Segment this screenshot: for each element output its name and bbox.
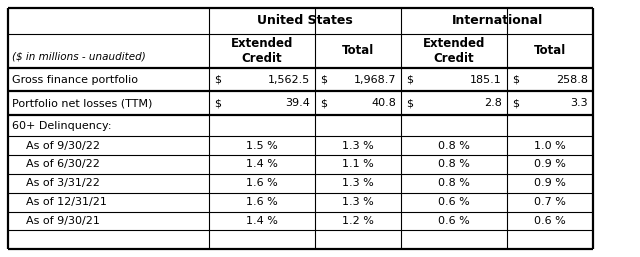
Text: $: $ [406,75,413,85]
Text: 185.1: 185.1 [470,75,502,85]
Text: 1,968.7: 1,968.7 [354,75,396,85]
Text: Total: Total [342,44,374,57]
Text: 1.4 %: 1.4 % [246,159,278,169]
Text: 1.1 %: 1.1 % [342,159,374,169]
Text: Extended
Credit: Extended Credit [423,37,485,65]
Text: As of 9/30/22: As of 9/30/22 [12,141,100,151]
Text: 1.6 %: 1.6 % [246,197,278,207]
Text: $: $ [214,98,221,108]
Text: 1.3 %: 1.3 % [342,178,374,188]
Text: 1.5 %: 1.5 % [246,141,278,151]
Text: As of 6/30/22: As of 6/30/22 [12,159,100,169]
Text: Total: Total [534,44,566,57]
Text: 0.9 %: 0.9 % [534,159,566,169]
Text: 0.7 %: 0.7 % [534,197,566,207]
Text: 3.3: 3.3 [570,98,588,108]
Text: 258.8: 258.8 [556,75,588,85]
Text: ($ in millions - unaudited): ($ in millions - unaudited) [12,51,146,61]
Text: 0.8 %: 0.8 % [438,178,470,188]
Text: 1.3 %: 1.3 % [342,141,374,151]
Text: $: $ [320,98,327,108]
Text: 1.2 %: 1.2 % [342,216,374,226]
Text: 1.3 %: 1.3 % [342,197,374,207]
Text: 0.6 %: 0.6 % [438,216,470,226]
Text: United States: United States [257,14,353,27]
Text: Gross finance portfolio: Gross finance portfolio [12,75,138,85]
Text: Portfolio net losses (TTM): Portfolio net losses (TTM) [12,98,152,108]
Text: $: $ [512,98,519,108]
Text: 1.4 %: 1.4 % [246,216,278,226]
Text: 0.8 %: 0.8 % [438,141,470,151]
Text: As of 12/31/21: As of 12/31/21 [12,197,107,207]
Text: $: $ [406,98,413,108]
Text: As of 9/30/21: As of 9/30/21 [12,216,100,226]
Text: $: $ [214,75,221,85]
Text: 0.8 %: 0.8 % [438,159,470,169]
Text: 1.0 %: 1.0 % [534,141,566,151]
Text: $: $ [320,75,327,85]
Text: 40.8: 40.8 [371,98,396,108]
Text: 1.6 %: 1.6 % [246,178,278,188]
Text: 1,562.5: 1,562.5 [268,75,310,85]
Text: 0.9 %: 0.9 % [534,178,566,188]
Text: 2.8: 2.8 [484,98,502,108]
Text: 0.6 %: 0.6 % [438,197,470,207]
Text: International: International [452,14,543,27]
Text: 39.4: 39.4 [285,98,310,108]
Text: 60+ Delinquency:: 60+ Delinquency: [12,121,111,131]
Text: 0.6 %: 0.6 % [534,216,566,226]
Text: Extended
Credit: Extended Credit [231,37,293,65]
Text: $: $ [512,75,519,85]
Text: As of 3/31/22: As of 3/31/22 [12,178,100,188]
